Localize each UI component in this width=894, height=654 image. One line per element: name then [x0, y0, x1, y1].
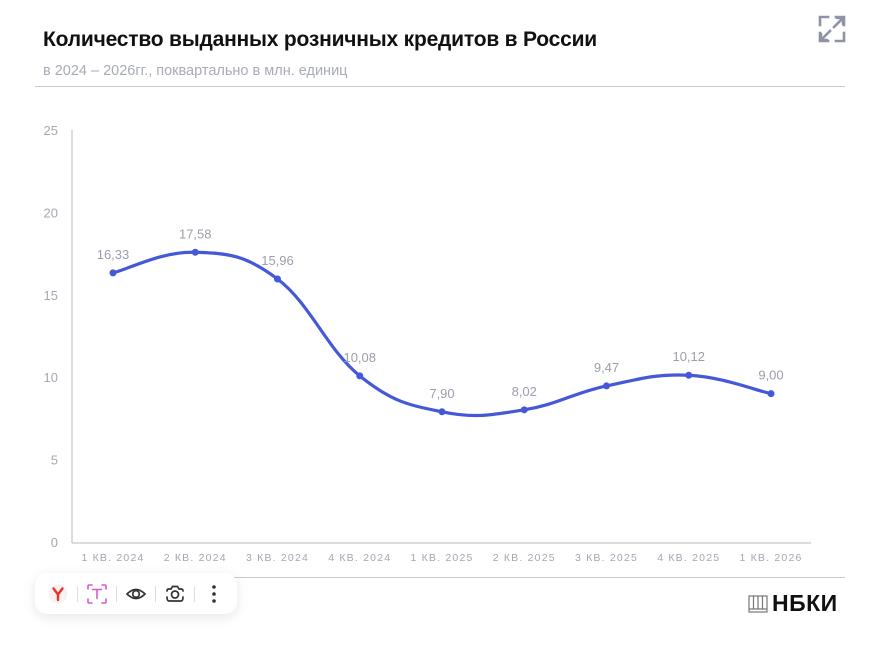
data-value-label: 10,12	[672, 349, 705, 364]
eye-icon	[125, 588, 147, 599]
header-divider	[35, 86, 845, 87]
x-axis-ticks: 1 КВ. 2024 2 КВ. 2024 3 КВ. 2024 4 КВ. 2024…	[81, 552, 802, 564]
camera-icon	[166, 585, 184, 602]
yandex-button[interactable]	[43, 579, 73, 609]
data-value-label: 17,58	[179, 226, 212, 241]
toolbar-separator	[194, 585, 195, 602]
data-point	[109, 269, 117, 277]
data-value-label: 7,90	[429, 386, 454, 401]
expand-icon	[818, 15, 846, 43]
data-point	[356, 372, 364, 380]
camera-button[interactable]	[160, 579, 190, 609]
data-point	[438, 408, 446, 416]
nbki-logo: НБКИ	[748, 590, 838, 617]
chart-title: Количество выданных розничных кредитов в…	[43, 28, 598, 51]
chart-subtitle: в 2024 – 2026гг., поквартально в млн. ед…	[43, 63, 348, 79]
y-tick-label: 25	[44, 123, 58, 138]
data-value-label: 10,08	[343, 350, 376, 365]
data-value-label: 16,33	[97, 247, 130, 262]
footer-divider	[232, 577, 845, 578]
x-tick-label: 4 КВ. 2025	[657, 552, 720, 564]
data-value-label: 9,00	[758, 368, 783, 383]
y-tick-label: 15	[44, 288, 58, 303]
data-point	[685, 371, 693, 379]
toolbar-separator	[155, 585, 156, 602]
data-labels: 16,33 17,58 15,96 10,08 7,90 8,02 9,47 10,12 9,0…	[97, 226, 784, 401]
y-tick-label: 10	[44, 370, 58, 385]
floating-toolbar	[35, 573, 237, 614]
x-tick-label: 2 КВ. 2025	[493, 552, 556, 564]
x-tick-label: 2 КВ. 2024	[164, 552, 227, 564]
nbki-logo-text: НБКИ	[772, 590, 838, 616]
y-axis-ticks: 0 5 10 15 20 25	[44, 123, 58, 550]
data-value-label: 9,47	[594, 360, 619, 375]
yandex-icon	[48, 584, 68, 603]
x-tick-label: 3 КВ. 2025	[575, 552, 638, 564]
eye-button[interactable]	[121, 579, 151, 609]
more-options-button[interactable]	[199, 579, 229, 609]
expand-button[interactable]	[817, 14, 847, 44]
data-point	[274, 275, 281, 283]
data-value-label: 15,96	[261, 253, 294, 268]
y-tick-label: 5	[51, 453, 58, 468]
y-tick-label: 0	[51, 535, 58, 550]
nbki-logo-icon	[748, 594, 768, 613]
more-vertical-icon	[212, 584, 216, 603]
y-tick-label: 20	[44, 205, 58, 220]
data-value-label: 8,02	[512, 384, 537, 399]
x-tick-label: 4 КВ. 2024	[328, 552, 391, 564]
text-recognition-button[interactable]	[82, 579, 112, 609]
toolbar-separator	[77, 585, 78, 602]
data-point	[520, 406, 528, 414]
data-point	[767, 390, 775, 398]
x-tick-label: 1 КВ. 2024	[81, 552, 144, 564]
x-tick-label: 3 КВ. 2024	[246, 552, 309, 564]
toolbar-separator	[116, 585, 117, 602]
text-recognition-icon	[87, 583, 107, 604]
x-tick-label: 1 КВ. 2025	[410, 552, 473, 564]
data-point	[191, 248, 199, 256]
x-tick-label: 1 КВ. 2026	[739, 552, 802, 564]
data-point	[603, 382, 610, 390]
data-points	[109, 248, 775, 416]
